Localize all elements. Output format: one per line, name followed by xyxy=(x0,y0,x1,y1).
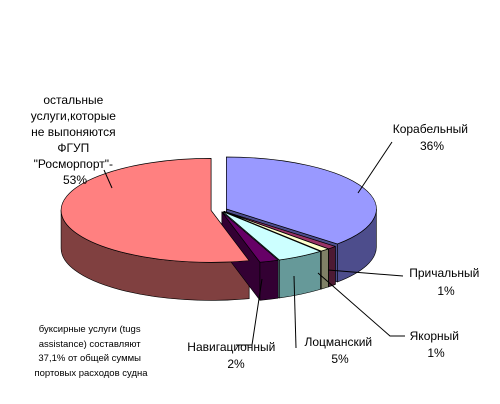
label-ostalnye-line-1: остальные xyxy=(43,93,103,107)
label-ostalnye-line-4: ФГУП xyxy=(57,141,89,155)
leader-line-yakorny xyxy=(317,272,405,337)
leader-lines xyxy=(103,141,405,349)
leader-line-lotsmansky xyxy=(293,275,297,349)
slice-yakorny xyxy=(223,211,329,252)
tugs-annotation-line-3: 37,1% от общей суммы xyxy=(38,353,141,364)
tugs-annotation-line-4: портовых расходов судна xyxy=(34,368,148,379)
tugs-annotation: буксирные услуги (tugs assistance) соста… xyxy=(34,324,148,379)
label-navigatsionny: Навигационный 2% xyxy=(187,340,278,371)
slice-side-navigatsionny xyxy=(259,259,279,301)
label-lotsmansky: Лоцманский 5% xyxy=(305,335,376,366)
leader-line-korabelny xyxy=(357,141,393,194)
label-prichalny: Причальный 1% xyxy=(409,266,482,298)
pie-tops xyxy=(60,156,377,263)
label-korabelny-name: Корабельный xyxy=(393,122,468,136)
slice-side-prichalny xyxy=(328,246,336,288)
slice-ostalnye xyxy=(60,158,250,263)
slice-navigatsionny xyxy=(221,211,279,263)
label-ostalnye-line-3: не выпоняются xyxy=(31,125,116,139)
tugs-annotation-line-2: assistance) составляют xyxy=(39,339,142,350)
label-navigatsionny-pct: 2% xyxy=(227,357,245,371)
slice-korabelny xyxy=(226,156,377,245)
leader-line-ostalnye xyxy=(103,169,113,189)
label-korabelny: Корабельный 36% xyxy=(393,122,472,153)
label-yakorny: Якорный 1% xyxy=(410,329,463,360)
label-korabelny-pct: 36% xyxy=(420,139,444,153)
slice-lotsmansky xyxy=(222,211,321,261)
label-lotsmansky-pct: 5% xyxy=(331,352,349,366)
label-ostalnye: остальные услуги,которые не выпоняются Ф… xyxy=(31,93,119,187)
tugs-annotation-line-1: буксирные услуги (tugs xyxy=(39,324,141,335)
label-yakorny-name: Якорный xyxy=(410,329,459,343)
slice-side-yakorny xyxy=(320,248,329,290)
label-ostalnye-line-6: 53% xyxy=(63,173,87,187)
label-ostalnye-line-2: услуги,которые xyxy=(31,109,116,123)
label-prichalny-pct: 1% xyxy=(437,284,455,298)
label-ostalnye-line-5: "Росморпорт"- xyxy=(34,157,113,171)
label-yakorny-pct: 1% xyxy=(427,346,445,360)
leader-line-navigatsionny xyxy=(236,278,263,346)
leader-line-prichalny xyxy=(327,269,404,277)
label-navigatsionny-name: Навигационный xyxy=(187,340,275,354)
label-lotsmansky-name: Лоцманский xyxy=(305,335,373,349)
label-prichalny-name: Причальный xyxy=(409,266,479,280)
